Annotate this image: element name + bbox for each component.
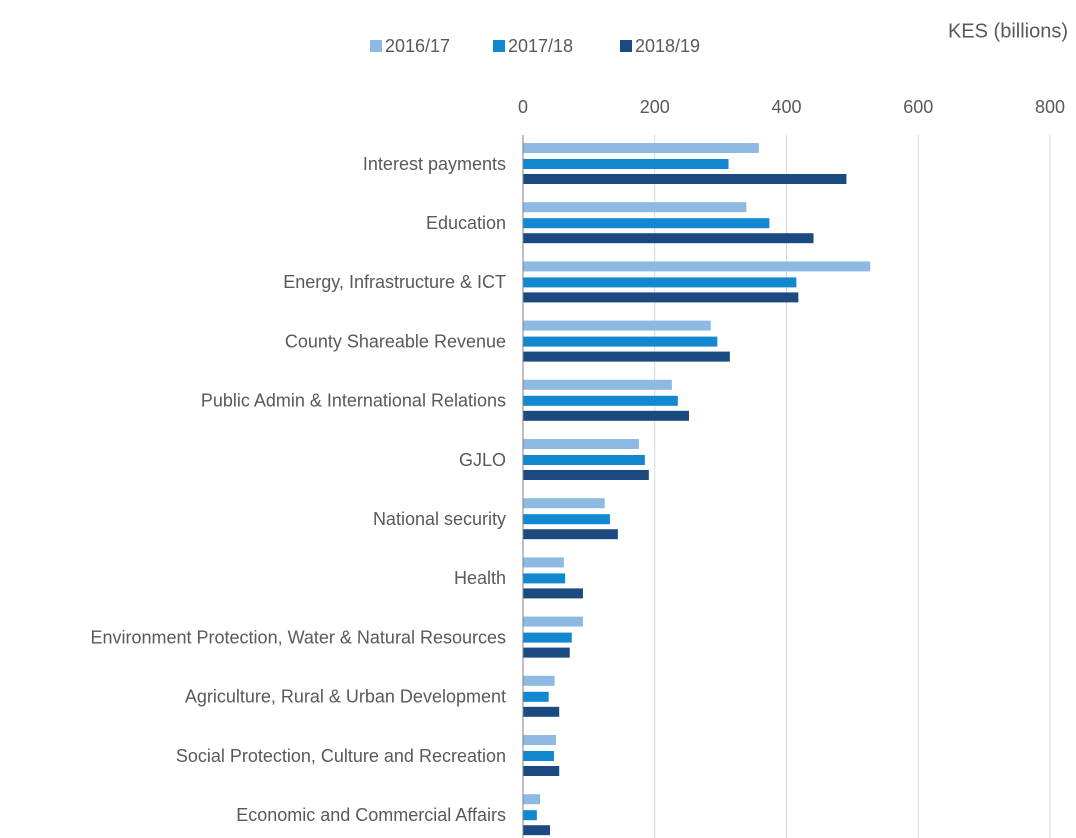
bar (523, 351, 730, 362)
bar (523, 514, 610, 525)
bar (523, 675, 555, 686)
bar (523, 706, 560, 717)
bar (523, 735, 556, 745)
y-tick-label: Environment Protection, Water & Natural … (90, 627, 506, 647)
bar (523, 174, 847, 184)
bar (523, 529, 618, 540)
bar (523, 616, 583, 627)
x-tick-label: 800 (1035, 97, 1065, 117)
x-tick-label: 600 (903, 97, 933, 117)
axis-unit-label: KES (billions) (948, 20, 1068, 42)
y-tick-label: County Shareable Revenue (285, 331, 506, 351)
x-tick-label: 400 (771, 97, 801, 117)
legend-swatch (370, 40, 382, 52)
bar (523, 336, 718, 347)
y-tick-label: Social Protection, Culture and Recreatio… (176, 746, 506, 766)
bar (523, 751, 554, 761)
bar (523, 410, 690, 421)
x-tick-label: 200 (640, 97, 670, 117)
bar (523, 632, 572, 643)
bar (523, 825, 551, 836)
y-tick-label: Interest payments (363, 154, 506, 174)
bar (523, 573, 566, 584)
bar (523, 379, 672, 390)
bar (523, 766, 560, 776)
bar (523, 159, 729, 169)
bar (523, 691, 549, 702)
bar (523, 320, 711, 331)
bar (523, 439, 639, 449)
bar (523, 233, 814, 244)
bar (523, 202, 747, 213)
bar (523, 277, 797, 288)
bar (523, 143, 759, 153)
x-tick-label: 0 (518, 97, 528, 117)
bar (523, 261, 871, 272)
y-tick-label: Economic and Commercial Affairs (236, 805, 506, 825)
y-tick-label: Health (454, 568, 506, 588)
legend-label: 2018/19 (635, 36, 700, 56)
bar (523, 292, 799, 303)
bar (523, 218, 770, 229)
bar (523, 647, 570, 658)
legend-swatch (620, 40, 632, 52)
bar (523, 498, 605, 509)
y-tick-label: GJLO (459, 450, 506, 470)
legend-swatch (493, 40, 505, 52)
y-tick-label: National security (373, 509, 506, 529)
y-tick-label: Education (426, 213, 506, 233)
bar (523, 557, 564, 568)
legend-label: 2017/18 (508, 36, 573, 56)
bar (523, 588, 583, 599)
y-tick-label: Public Admin & International Relations (201, 391, 506, 411)
bar (523, 395, 678, 406)
bar (523, 810, 537, 821)
y-tick-label: Energy, Infrastructure & ICT (283, 272, 506, 292)
y-tick-label: Agriculture, Rural & Urban Development (185, 687, 506, 707)
bar (523, 455, 645, 465)
bar (523, 794, 541, 805)
bar (523, 470, 649, 480)
legend-label: 2016/17 (385, 36, 450, 56)
